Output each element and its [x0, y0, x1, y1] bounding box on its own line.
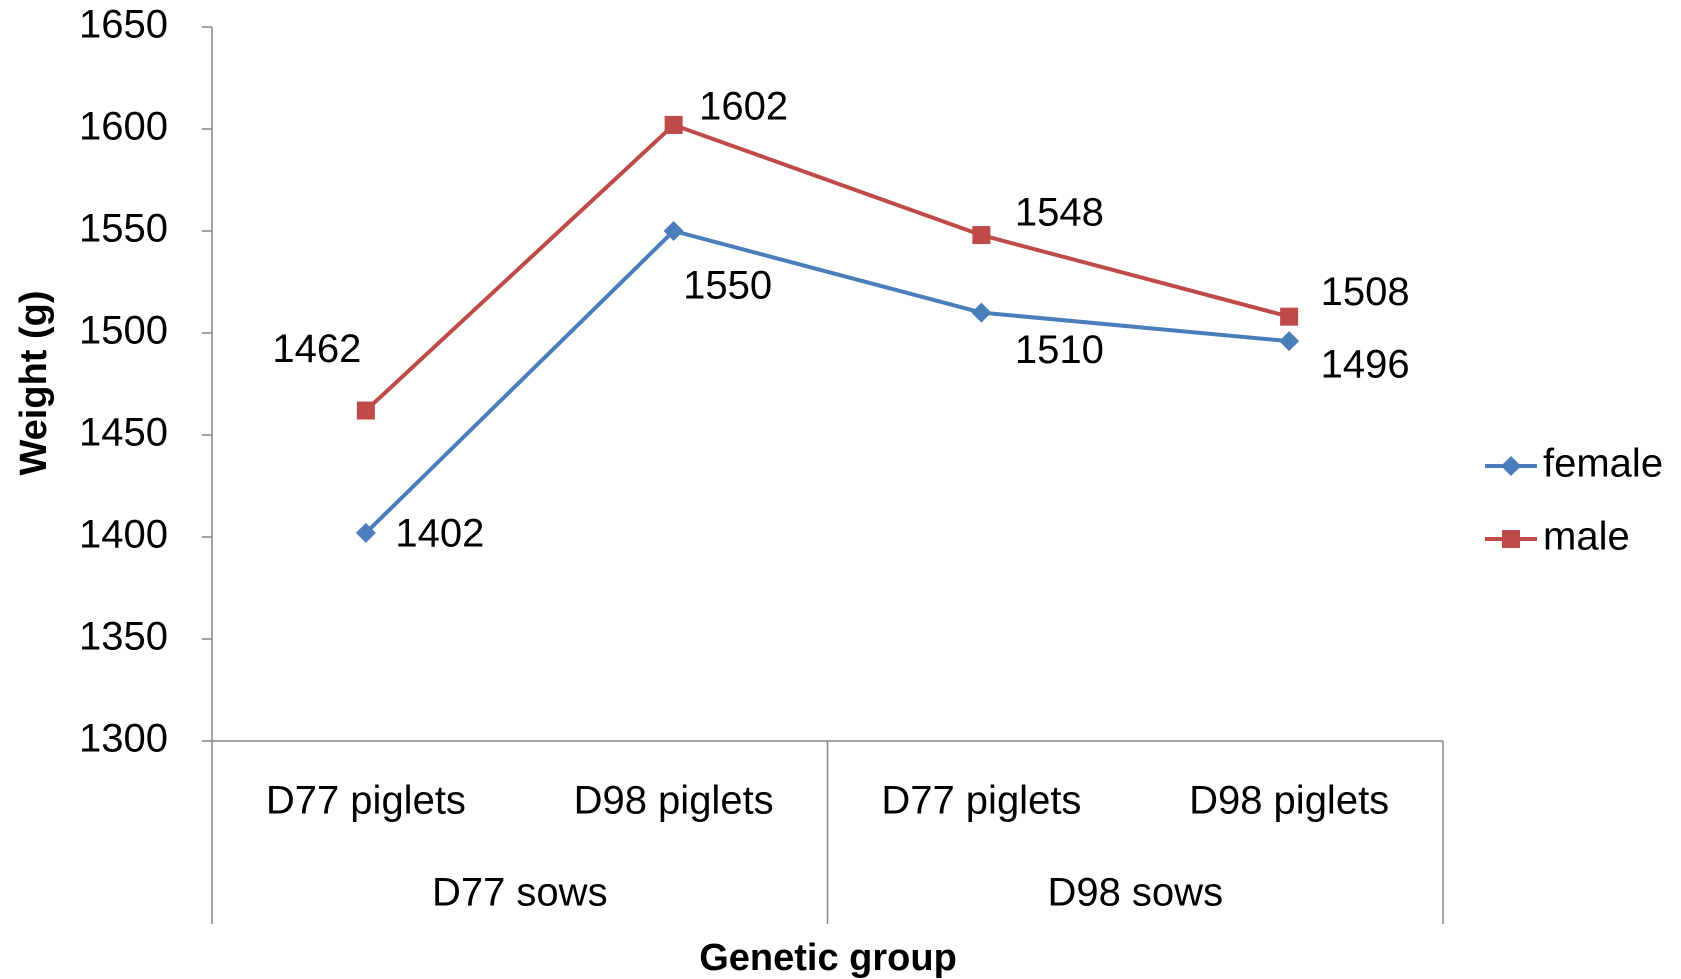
marker	[971, 302, 992, 323]
y-tick-label: 1550	[79, 207, 168, 251]
data-label: 1510	[1015, 328, 1104, 372]
x-tick-label: D77 piglets	[881, 779, 1081, 823]
data-label: 1496	[1321, 343, 1410, 387]
y-tick-label: 1500	[79, 309, 168, 353]
x-axis-title: Genetic group	[699, 937, 957, 979]
y-tick-label: 1300	[79, 717, 168, 761]
series-line	[364, 122, 1290, 412]
marker	[663, 221, 684, 241]
marker	[356, 401, 375, 420]
group-label: D98 sows	[1047, 871, 1223, 915]
y-tick-label: 1600	[79, 105, 168, 149]
marker	[664, 115, 683, 134]
legend-label: female	[1543, 442, 1663, 486]
x-tick-label: D98 piglets	[1189, 779, 1389, 823]
data-label: 1548	[1015, 191, 1104, 235]
data-label: 1550	[683, 264, 772, 308]
marker	[972, 226, 991, 245]
data-label: 1508	[1321, 270, 1410, 314]
data-label: 1602	[699, 84, 788, 128]
series-line	[364, 228, 1290, 535]
data-label: 1462	[272, 327, 361, 371]
data-label: 1402	[395, 511, 484, 555]
marker	[355, 522, 376, 543]
marker	[1502, 530, 1520, 548]
legend-label: male	[1543, 515, 1630, 559]
y-axis-title: Weight (g)	[13, 290, 55, 475]
x-tick-label: D98 piglets	[574, 779, 774, 823]
y-tick-label: 1650	[79, 3, 168, 47]
y-tick-label: 1450	[79, 411, 168, 455]
marker	[1279, 331, 1300, 352]
group-label: D77 sows	[432, 871, 608, 915]
x-tick-label: D77 piglets	[266, 779, 466, 823]
y-tick-label: 1400	[79, 513, 168, 557]
marker	[1280, 307, 1299, 326]
marker	[1501, 456, 1521, 476]
y-tick-label: 1350	[79, 615, 168, 659]
